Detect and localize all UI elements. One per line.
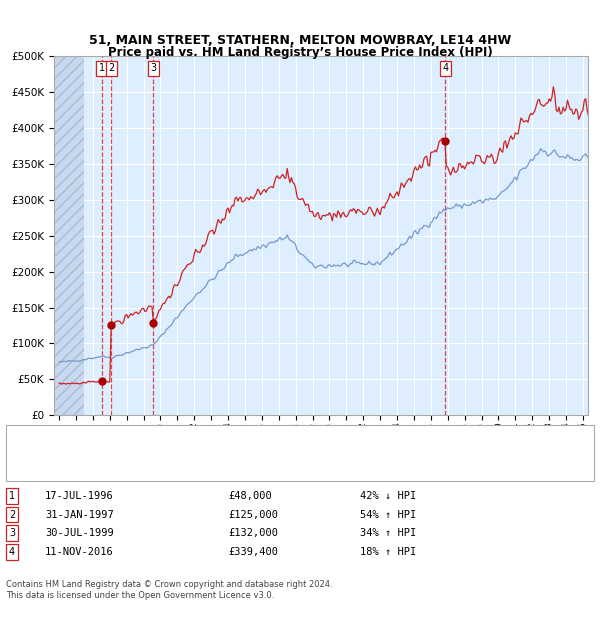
- Text: £48,000: £48,000: [228, 491, 272, 501]
- Text: £125,000: £125,000: [228, 510, 278, 520]
- Text: 4: 4: [9, 547, 15, 557]
- Text: £132,000: £132,000: [228, 528, 278, 538]
- Text: 1: 1: [9, 491, 15, 501]
- Text: 34% ↑ HPI: 34% ↑ HPI: [360, 528, 416, 538]
- Text: 51, MAIN STREET, STATHERN, MELTON MOWBRAY, LE14 4HW: 51, MAIN STREET, STATHERN, MELTON MOWBRA…: [89, 34, 511, 46]
- Text: 18% ↑ HPI: 18% ↑ HPI: [360, 547, 416, 557]
- Text: 17-JUL-1996: 17-JUL-1996: [45, 491, 114, 501]
- Text: 2: 2: [108, 63, 114, 73]
- Text: 42% ↓ HPI: 42% ↓ HPI: [360, 491, 416, 501]
- Text: 30-JUL-1999: 30-JUL-1999: [45, 528, 114, 538]
- Text: £339,400: £339,400: [228, 547, 278, 557]
- Text: 51, MAIN STREET, STATHERN, MELTON MOWBRAY, LE14 4HW (detached house): 51, MAIN STREET, STATHERN, MELTON MOWBRA…: [60, 431, 446, 441]
- Text: Contains HM Land Registry data © Crown copyright and database right 2024.: Contains HM Land Registry data © Crown c…: [6, 580, 332, 588]
- Text: HPI: Average price, detached house, Melton: HPI: Average price, detached house, Melt…: [60, 465, 274, 475]
- Text: 2: 2: [9, 510, 15, 520]
- Text: 11-NOV-2016: 11-NOV-2016: [45, 547, 114, 557]
- Text: Price paid vs. HM Land Registry’s House Price Index (HPI): Price paid vs. HM Land Registry’s House …: [107, 46, 493, 59]
- Text: 3: 3: [151, 63, 157, 73]
- Text: ———: ———: [18, 464, 55, 476]
- Text: 4: 4: [442, 63, 448, 73]
- Text: 31-JAN-1997: 31-JAN-1997: [45, 510, 114, 520]
- Bar: [50, 56, 85, 415]
- Bar: [50, 56, 85, 415]
- Text: This data is licensed under the Open Government Licence v3.0.: This data is licensed under the Open Gov…: [6, 591, 274, 600]
- Text: 3: 3: [9, 528, 15, 538]
- Text: ———: ———: [18, 430, 55, 442]
- Text: 1: 1: [99, 63, 105, 73]
- Text: 54% ↑ HPI: 54% ↑ HPI: [360, 510, 416, 520]
